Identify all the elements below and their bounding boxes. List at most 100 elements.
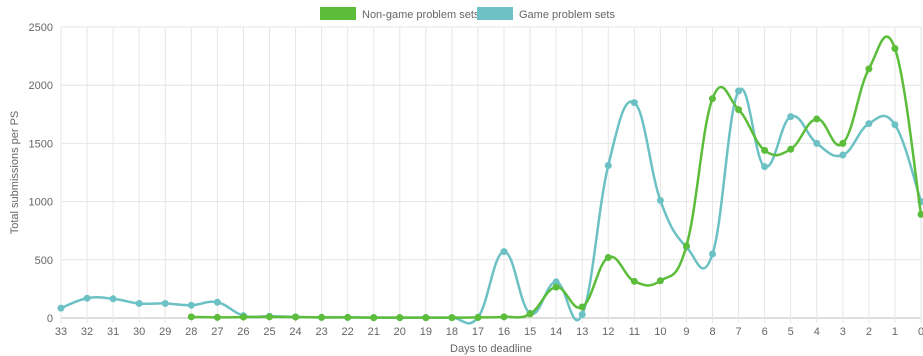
data-point[interactable] <box>161 299 169 307</box>
y-tick-label: 2500 <box>29 22 53 34</box>
x-tick-label: 15 <box>524 326 536 338</box>
data-point[interactable] <box>187 301 195 309</box>
x-tick-label: 24 <box>289 326 301 338</box>
y-axis-title: Total submissions per PS <box>9 111 21 235</box>
data-point[interactable] <box>813 139 821 147</box>
x-tick-label: 32 <box>81 326 93 338</box>
data-point[interactable] <box>448 314 456 322</box>
data-point[interactable] <box>865 120 873 128</box>
series-layer <box>57 35 923 325</box>
x-tick-label: 13 <box>576 326 588 338</box>
data-point[interactable] <box>735 87 743 95</box>
data-point[interactable] <box>761 146 769 154</box>
data-point[interactable] <box>709 95 717 103</box>
x-axis-ticks: 33 32 31 30 29 28 27 26 25 24 23 22 21 20 19 18 17 16 15 14… <box>55 326 923 338</box>
x-tick-label: 8 <box>709 326 715 338</box>
data-point[interactable] <box>213 313 221 321</box>
y-axis-ticks: 0 500 1000 1500 2000 2500 <box>29 22 53 325</box>
data-point[interactable] <box>213 298 221 306</box>
x-tick-label: 31 <box>107 326 119 338</box>
x-tick-label: 11 <box>629 326 640 338</box>
data-point[interactable] <box>422 314 430 322</box>
data-point[interactable] <box>318 313 326 321</box>
x-tick-label: 30 <box>133 326 145 338</box>
data-point[interactable] <box>57 304 65 312</box>
data-point[interactable] <box>109 295 117 303</box>
data-point[interactable] <box>917 210 923 218</box>
x-tick-label: 3 <box>840 326 846 338</box>
legend-label: Non-game problem sets <box>362 9 480 21</box>
data-point[interactable] <box>239 313 247 321</box>
x-tick-label: 12 <box>602 326 614 338</box>
data-point[interactable] <box>735 106 743 114</box>
legend-swatch <box>320 7 356 20</box>
data-point[interactable] <box>552 283 560 291</box>
x-tick-label: 33 <box>55 326 67 338</box>
series-non-game <box>187 35 923 322</box>
data-point[interactable] <box>813 115 821 123</box>
data-point[interactable] <box>656 196 664 204</box>
series-game <box>57 87 923 325</box>
data-point[interactable] <box>787 145 795 153</box>
x-tick-label: 19 <box>420 326 432 338</box>
data-point[interactable] <box>839 139 847 147</box>
grid <box>60 26 922 323</box>
x-tick-label: 25 <box>263 326 275 338</box>
data-point[interactable] <box>526 310 534 318</box>
data-point[interactable] <box>839 151 847 159</box>
y-tick-label: 2000 <box>29 80 53 92</box>
x-tick-label: 9 <box>683 326 689 338</box>
data-point[interactable] <box>761 163 769 171</box>
x-tick-label: 23 <box>315 326 327 338</box>
x-tick-label: 21 <box>368 326 380 338</box>
data-point[interactable] <box>500 313 508 321</box>
data-point[interactable] <box>656 277 664 285</box>
data-point[interactable] <box>292 313 300 321</box>
x-tick-label: 10 <box>654 326 666 338</box>
data-point[interactable] <box>396 314 404 322</box>
data-point[interactable] <box>83 294 91 302</box>
data-point[interactable] <box>135 299 143 307</box>
data-point[interactable] <box>891 121 899 129</box>
x-tick-label: 16 <box>498 326 510 338</box>
data-point[interactable] <box>474 313 482 321</box>
x-tick-label: 0 <box>918 326 923 338</box>
x-tick-label: 28 <box>185 326 197 338</box>
data-point[interactable] <box>709 250 717 258</box>
data-point[interactable] <box>787 113 795 121</box>
data-point[interactable] <box>578 311 586 319</box>
legend: Non-game problem sets Game problem sets <box>320 7 615 21</box>
x-tick-label: 2 <box>866 326 872 338</box>
legend-swatch <box>477 7 513 20</box>
legend-label: Game problem sets <box>519 9 615 21</box>
data-point[interactable] <box>578 303 586 311</box>
x-tick-label: 5 <box>788 326 794 338</box>
data-point[interactable] <box>344 313 352 321</box>
data-point[interactable] <box>187 313 195 321</box>
x-tick-label: 14 <box>550 326 562 338</box>
series-line <box>60 87 923 325</box>
data-point[interactable] <box>604 162 612 170</box>
data-point[interactable] <box>891 45 899 53</box>
x-axis-title: Days to deadline <box>450 343 532 355</box>
x-tick-label: 29 <box>159 326 171 338</box>
data-point[interactable] <box>265 313 273 321</box>
data-point[interactable] <box>865 65 873 73</box>
data-point[interactable] <box>500 248 508 256</box>
x-tick-label: 20 <box>394 326 406 338</box>
x-tick-label: 22 <box>342 326 354 338</box>
x-tick-label: 7 <box>736 326 742 338</box>
data-point[interactable] <box>630 99 638 107</box>
y-tick-label: 0 <box>47 313 53 325</box>
legend-item[interactable]: Non-game problem sets <box>320 7 480 21</box>
x-tick-label: 1 <box>892 326 898 338</box>
data-point[interactable] <box>682 242 690 250</box>
data-point[interactable] <box>630 277 638 285</box>
data-point[interactable] <box>370 314 378 322</box>
x-tick-label: 6 <box>762 326 768 338</box>
data-point[interactable] <box>604 253 612 261</box>
x-tick-label: 18 <box>446 326 458 338</box>
x-tick-label: 4 <box>814 326 820 338</box>
legend-item[interactable]: Game problem sets <box>477 7 615 21</box>
